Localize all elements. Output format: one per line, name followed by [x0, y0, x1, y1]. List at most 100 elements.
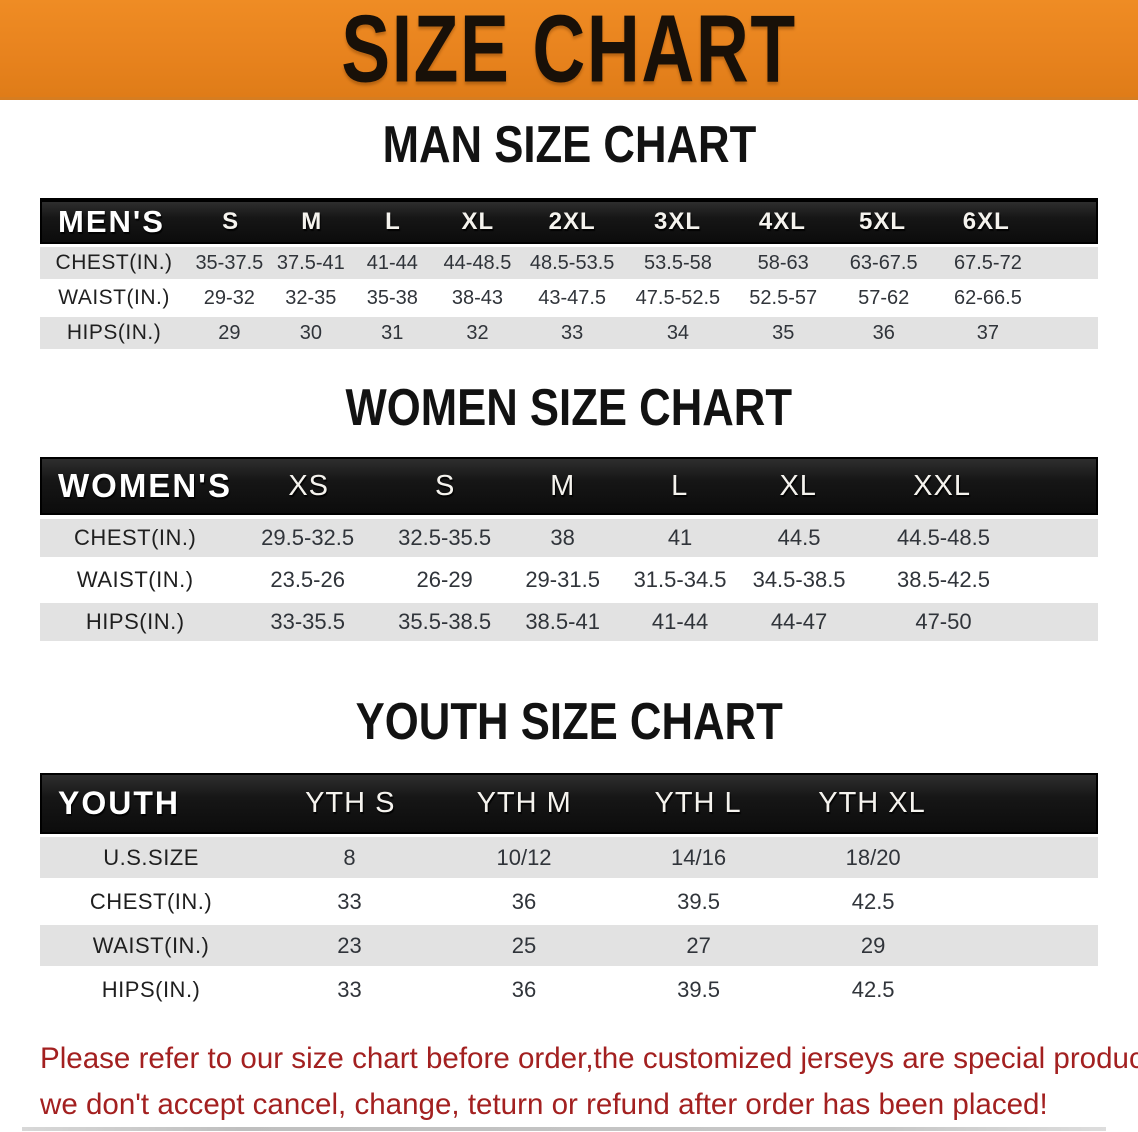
men-size-table: MEN'S S M L XL 2XL 3XL 4XL 5XL 6XL CHEST(IN.) 35-37… [40, 198, 1098, 349]
measurement-value: 57-62 [858, 286, 910, 309]
row-label: U.S.SIZE [103, 844, 199, 870]
youth-size-table: YOUTH YTH S YTH M YTH L YTH XL U.S.SIZE 8 10/12… [40, 773, 1098, 1010]
row-label: HIPS(IN.) [66, 321, 162, 344]
measurement-value: 53.5-58 [644, 251, 712, 274]
men-heading-text: MAN SIZE CHART [382, 116, 756, 174]
table-row: HIPS(IN.) 29 30 31 32 33 34 35 36 37 [40, 317, 1098, 349]
row-label: CHEST(IN.) [89, 888, 213, 914]
section-heading-youth: YOUTH SIZE CHART [0, 695, 1138, 749]
size-column-header: YTH XL [818, 787, 926, 819]
table-corner-label: MEN'S [58, 204, 165, 239]
measurement-value: 47-50 [915, 609, 972, 634]
row-label: WAIST(IN.) [92, 932, 210, 958]
row-label: CHEST(IN.) [74, 525, 197, 550]
measurement-value: 33 [561, 321, 584, 344]
table-row: CHEST(IN.) 29.5-32.5 32.5-35.5 38 41 44.5 44.5… [40, 519, 1098, 557]
table-row: CHEST(IN.) 35-37.5 37.5-41 41-44 44-48.5 48.5… [40, 247, 1098, 279]
size-column-header: 5XL [858, 208, 906, 235]
disclaimer-line-1: Please refer to our size chart before or… [40, 1042, 1138, 1075]
measurement-value: 31 [381, 321, 404, 344]
youth-heading-text: YOUTH SIZE CHART [355, 693, 783, 751]
measurement-value: 52.5-57 [749, 286, 818, 309]
measurement-value: 25 [511, 932, 537, 958]
size-column-header: XL [779, 469, 817, 502]
size-column-header: XS [288, 469, 329, 502]
measurement-value: 44.5 [777, 525, 821, 550]
measurement-value: 41 [667, 525, 693, 550]
measurement-value: 43-47.5 [538, 286, 607, 309]
size-column-header: 2XL [548, 208, 596, 235]
section-heading-women: WOMEN SIZE CHART [0, 381, 1138, 435]
size-column-header: L [385, 208, 401, 235]
measurement-value: 10/12 [496, 844, 552, 870]
measurement-value: 39.5 [677, 976, 720, 1002]
measurement-value: 30 [299, 321, 322, 344]
size-column-header: L [671, 469, 689, 502]
measurement-value: 34 [666, 321, 690, 344]
table-corner-label: WOMEN'S [58, 467, 233, 504]
row-label: HIPS(IN.) [85, 609, 185, 634]
measurement-value: 35.5-38.5 [398, 609, 492, 634]
measurement-value: 41-44 [651, 609, 709, 634]
size-column-header: YTH M [476, 787, 572, 819]
measurement-value: 34.5-38.5 [752, 567, 846, 592]
size-column-header: XL [461, 208, 495, 235]
table-header-row: WOMEN'S XS S M L XL XXL [40, 457, 1098, 515]
women-size-table: WOMEN'S XS S M L XL XXL CHEST(IN.) 29.5-32.5 32.5… [40, 457, 1098, 641]
table-row: CHEST(IN.) 33 36 39.5 42.5 [40, 881, 1098, 922]
table-header-row: MEN'S S M L XL 2XL 3XL 4XL 5XL 6XL [40, 198, 1098, 244]
section-heading-men: MAN SIZE CHART [0, 116, 1138, 174]
measurement-value: 8 [343, 844, 356, 870]
measurement-value: 38.5-41 [525, 609, 600, 634]
measurement-value: 23.5-26 [270, 567, 345, 592]
measurement-value: 58-63 [757, 251, 809, 274]
size-column-header: M [301, 208, 323, 235]
measurement-value: 18/20 [845, 844, 901, 870]
measurement-value: 42.5 [851, 976, 895, 1002]
measurement-value: 33 [337, 888, 362, 914]
measurement-value: 29-31.5 [525, 567, 600, 592]
measurement-value: 29.5-32.5 [261, 525, 355, 550]
size-column-header: M [550, 469, 576, 502]
measurement-value: 29 [218, 321, 241, 344]
measurement-value: 38.5-42.5 [896, 567, 990, 592]
size-column-header: S [434, 469, 456, 502]
measurement-value: 32-35 [285, 286, 337, 309]
size-column-header: XXL [913, 469, 971, 502]
women-heading-text: WOMEN SIZE CHART [345, 379, 793, 437]
table-corner-label: YOUTH [58, 785, 180, 821]
measurement-value: 31.5-34.5 [633, 567, 727, 592]
measurement-value: 39.5 [677, 888, 720, 914]
measurement-value: 32.5-35.5 [398, 525, 492, 550]
size-column-header: YTH L [654, 787, 742, 819]
measurement-value: 67.5-72 [953, 251, 1022, 274]
measurement-value: 32 [466, 321, 489, 344]
size-column-header: 6XL [962, 208, 1010, 235]
measurement-value: 36 [872, 321, 895, 344]
measurement-value: 44.5-48.5 [896, 525, 990, 550]
measurement-value: 42.5 [851, 888, 895, 914]
measurement-value: 36 [511, 976, 537, 1002]
table-row: WAIST(IN.) 29-32 32-35 35-38 38-43 43-47.5 47.… [40, 282, 1098, 314]
table-row: WAIST(IN.) 23.5-26 26-29 29-31.5 31.5-34.5 34… [40, 561, 1098, 599]
size-column-header: 3XL [653, 208, 701, 235]
measurement-value: 26-29 [416, 567, 473, 592]
banner-title: SIZE CHART [341, 0, 797, 102]
row-label: WAIST(IN.) [58, 286, 170, 309]
measurement-value: 38-43 [451, 286, 504, 309]
measurement-value: 38 [550, 525, 575, 550]
bottom-divider [22, 1127, 1106, 1131]
measurement-value: 35-38 [366, 286, 418, 309]
measurement-value: 44-48.5 [443, 251, 512, 274]
disclaimer-line-2: we don't accept cancel, change, teturn o… [40, 1088, 1048, 1121]
table-header-row: YOUTH YTH S YTH M YTH L YTH XL [40, 773, 1098, 834]
measurement-value: 33 [337, 976, 362, 1002]
row-label: WAIST(IN.) [76, 567, 194, 592]
measurement-value: 47.5-52.5 [635, 286, 721, 309]
measurement-value: 37.5-41 [276, 251, 345, 274]
row-label: HIPS(IN.) [101, 976, 201, 1002]
table-row: HIPS(IN.) 33 36 39.5 42.5 [40, 969, 1098, 1010]
measurement-value: 62-66.5 [953, 286, 1022, 309]
measurement-value: 29 [860, 932, 886, 958]
